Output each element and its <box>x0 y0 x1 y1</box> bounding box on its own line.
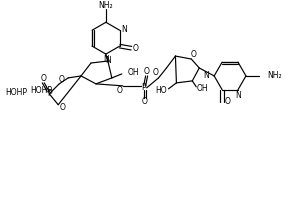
Text: O: O <box>142 97 148 106</box>
Text: NH₂: NH₂ <box>99 1 113 10</box>
Text: O: O <box>144 68 150 77</box>
Text: O: O <box>58 75 64 84</box>
Text: HOHP: HOHP <box>5 88 27 97</box>
Text: O: O <box>190 50 196 58</box>
Text: P: P <box>141 83 146 92</box>
Text: O: O <box>132 44 138 53</box>
Text: O: O <box>117 86 123 95</box>
Text: HOHP: HOHP <box>30 86 52 95</box>
Text: O: O <box>153 68 158 77</box>
Text: O: O <box>59 103 65 112</box>
Text: N: N <box>203 71 209 80</box>
Text: N: N <box>103 55 109 64</box>
Text: P: P <box>47 89 51 98</box>
Text: O: O <box>40 74 46 83</box>
Text: N: N <box>122 25 128 34</box>
Text: N: N <box>105 55 111 64</box>
Text: HO: HO <box>155 86 166 95</box>
Text: OH: OH <box>196 84 208 93</box>
Text: NH₂: NH₂ <box>267 71 281 80</box>
Text: OH: OH <box>128 68 139 77</box>
Text: O: O <box>224 97 230 106</box>
Text: N: N <box>235 91 241 100</box>
